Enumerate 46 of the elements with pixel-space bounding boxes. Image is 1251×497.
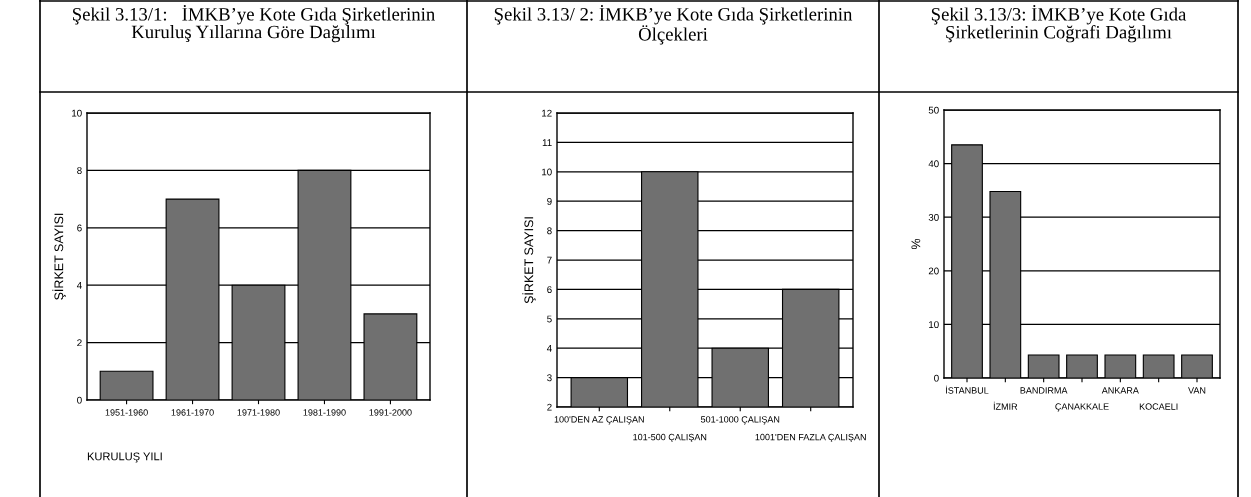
y-tick-label: 30 <box>928 213 939 221</box>
x-tick-label: VAN <box>1188 387 1206 394</box>
y-tick-label: 9 <box>547 197 552 205</box>
x-tick-label: 100'DEN AZ ÇALIŞAN <box>554 416 644 425</box>
x-tick-label: 1971-1980 <box>237 409 280 416</box>
y-tick-label: 40 <box>928 160 939 168</box>
y-tick-label: 6 <box>547 286 552 294</box>
x-tick-label: 1951-1960 <box>105 409 148 416</box>
chart-title: Şekil 3.13/3: İMKB’ye Kote Gıda Şirketlerinin Coğrafi Dağılımı <box>931 5 1187 43</box>
y-tick-label: 0 <box>934 374 939 382</box>
x-tick-label: 101-500 ÇALIŞAN <box>633 433 707 443</box>
chart-title: Şekil 3.13/1: İMKB’ye Kote Gıda Şirketlerinin Kuruluş Yıllarına Göre Dağılımı <box>73 5 435 43</box>
x-tick-label: İSTANBUL <box>946 385 989 394</box>
y-tick-label: 5 <box>547 315 552 323</box>
x-tick-label: KOCAELI <box>1139 403 1178 410</box>
x-tick-label: BANDIRMA <box>1020 387 1068 394</box>
y-tick-label: 3 <box>547 374 552 382</box>
y-tick-label: 6 <box>77 224 82 232</box>
y-axis-title: ŞİRKET SAYISI <box>522 217 536 304</box>
x-axis-title: KURULUŞ YILI <box>87 452 162 463</box>
y-axis-title: ŞİRKET SAYISI <box>52 213 66 300</box>
x-tick-label: 1991-2000 <box>369 409 412 416</box>
y-tick-label: 10 <box>72 109 82 117</box>
y-tick-label: 8 <box>77 167 82 175</box>
x-tick-label: 1961-1970 <box>171 409 214 416</box>
chart-title: Şekil 3.13/ 2: İMKB’ye Kote Gıda Şirketlerinin Ölçekleri <box>494 5 853 45</box>
y-tick-label: 4 <box>546 345 552 352</box>
y-tick-label: 0 <box>77 396 82 404</box>
x-tick-label: 1981-1990 <box>303 409 346 416</box>
x-tick-label: 1001'DEN FAZLA ÇALIŞAN <box>755 433 866 443</box>
y-tick-label: 8 <box>547 227 552 235</box>
x-tick-label: İZMIR <box>993 401 1018 410</box>
y-tick-label: 50 <box>928 106 939 114</box>
y-tick-label: 7 <box>547 256 552 264</box>
y-tick-label: 10 <box>542 168 552 176</box>
x-tick-label: ÇANAKKALE <box>1055 403 1109 412</box>
y-tick-label: 20 <box>928 267 939 275</box>
x-tick-label: 501-1000 ÇALIŞAN <box>700 416 780 425</box>
y-tick-label: 12 <box>542 109 552 117</box>
x-tick-label: ANKARA <box>1101 387 1139 394</box>
y-axis-title: % <box>911 238 921 250</box>
y-tick-label: 2 <box>547 403 552 411</box>
y-tick-label: 11 <box>542 139 552 146</box>
y-tick-label: 2 <box>77 339 82 347</box>
y-tick-label: 4 <box>76 282 82 289</box>
y-tick-label: 10 <box>929 321 939 329</box>
